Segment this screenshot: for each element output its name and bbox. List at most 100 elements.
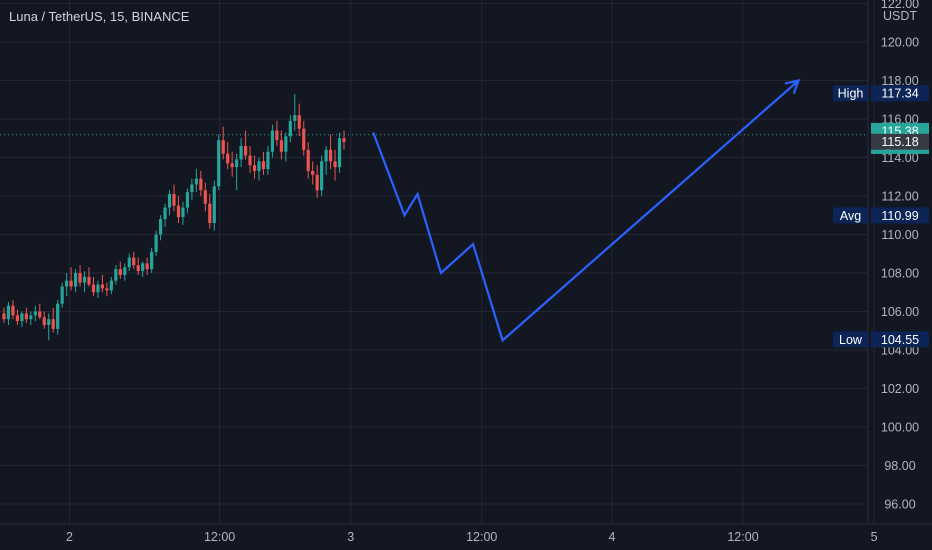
candle-body [145, 263, 149, 270]
candle-body [176, 205, 181, 218]
candle [266, 145, 270, 175]
level-label: Low [839, 333, 863, 347]
candle-body [221, 140, 225, 154]
projection-line[interactable] [372, 79, 800, 343]
candle [109, 276, 113, 295]
candle [306, 142, 310, 179]
candle-body [275, 130, 279, 141]
price-tick-label: 106.00 [881, 305, 919, 319]
candle-body [266, 151, 270, 170]
level-value: 104.55 [881, 333, 919, 347]
candle-body [243, 145, 248, 156]
candle [221, 126, 225, 160]
candle [176, 196, 181, 223]
candle-body [230, 163, 234, 168]
candle [208, 194, 212, 229]
candle-body [42, 317, 46, 325]
candle [118, 261, 122, 279]
candle [114, 265, 118, 285]
candle-body [261, 161, 266, 170]
candle-body [69, 280, 73, 287]
candle [190, 178, 194, 200]
level-label: High [838, 87, 864, 101]
price-axis[interactable]: 96.0098.00100.00102.00104.00106.00108.00… [881, 0, 919, 512]
candle [275, 120, 279, 146]
candle-body [78, 273, 82, 283]
candle [324, 145, 328, 175]
candle-body [252, 165, 257, 171]
candle [297, 103, 301, 137]
candle-body [154, 234, 158, 252]
candle-body [114, 269, 118, 281]
price-tick-label: 100.00 [881, 421, 919, 435]
candle [239, 138, 243, 168]
candle [261, 151, 266, 175]
candle [288, 115, 292, 143]
candle-body [11, 305, 15, 316]
candle-body [270, 130, 275, 152]
candle [91, 276, 96, 297]
candle-body [328, 149, 333, 162]
candle-body [333, 161, 337, 168]
candle [203, 182, 207, 212]
candle [2, 307, 6, 324]
price-tick-label: 110.00 [881, 228, 918, 242]
time-tick-label: 12:00 [466, 530, 497, 544]
candle [29, 311, 33, 325]
candle [217, 134, 221, 191]
candle-body [47, 319, 51, 325]
candle-body [315, 174, 319, 191]
level-label-bg [833, 207, 868, 224]
candle-body [302, 128, 306, 150]
candle-body [29, 315, 33, 320]
candle [150, 247, 154, 273]
candle [194, 169, 198, 193]
candle-body [109, 280, 113, 291]
candle-body [105, 288, 109, 291]
candle-body [127, 257, 131, 268]
time-tick-label: 5 [871, 530, 878, 544]
last-close-value: 115.18 [881, 135, 918, 149]
candle [158, 215, 163, 241]
candle [145, 257, 149, 275]
candle-body [279, 140, 283, 152]
candle-body [87, 276, 91, 285]
candle [167, 190, 172, 216]
projection-layer [372, 78, 801, 343]
level-high: High 117.34 [833, 85, 929, 102]
price-tags: High117.34Avg110.99Low104.55115.3814:351… [833, 85, 929, 348]
candle [20, 311, 24, 327]
time-tick-label: 3 [347, 530, 354, 544]
candle [154, 230, 158, 256]
candle-body [324, 149, 328, 162]
candle-body [15, 315, 20, 322]
candle [73, 269, 78, 293]
candle-body [208, 203, 212, 223]
last-close-tag [871, 133, 929, 150]
candle-body [150, 251, 154, 270]
candle [47, 313, 51, 341]
candle [235, 153, 239, 191]
candle [33, 305, 37, 322]
level-value: 117.34 [881, 87, 918, 101]
candle [185, 188, 190, 214]
price-tick-label: 108.00 [881, 267, 919, 281]
candle [56, 299, 60, 335]
candle [24, 307, 28, 324]
candle-body [24, 313, 28, 320]
candle-body [185, 192, 190, 208]
candle-body [217, 140, 221, 187]
candle [230, 151, 234, 177]
candle [69, 267, 73, 291]
candle-body [257, 161, 261, 171]
candle [87, 267, 91, 287]
candle-body [284, 136, 288, 152]
candle-body [6, 305, 11, 320]
level-avg: Avg 110.99 [833, 207, 929, 224]
level-value-bg [871, 207, 929, 224]
time-axis[interactable]: 2 12:00 3 12:00 4 12:00 5 [66, 530, 878, 544]
grid-lines [0, 0, 875, 524]
candle [127, 253, 131, 272]
candle-body [56, 303, 60, 329]
